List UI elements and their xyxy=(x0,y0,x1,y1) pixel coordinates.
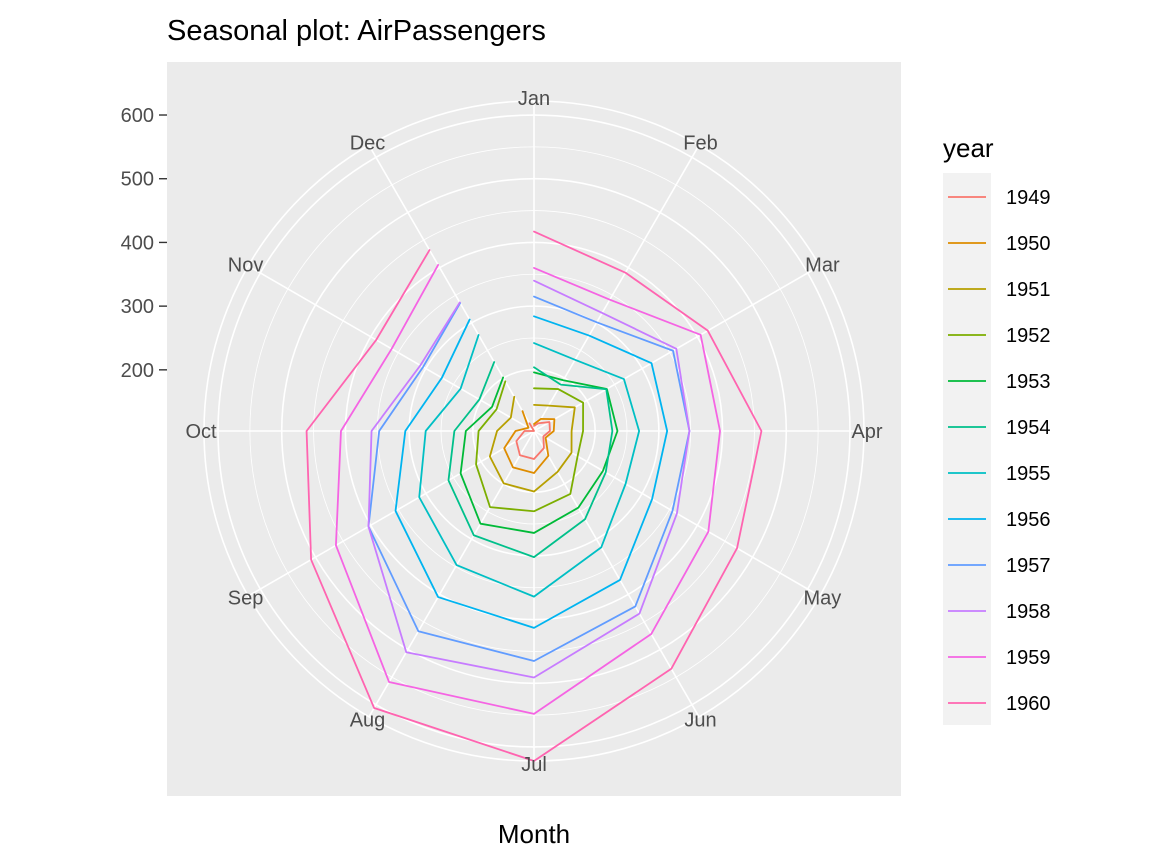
month-label: Feb xyxy=(683,133,717,155)
series-line-1955 xyxy=(418,334,641,598)
series-line-1950 xyxy=(503,410,556,474)
legend-label: 1954 xyxy=(1006,417,1051,439)
legend-label: 1951 xyxy=(1006,279,1051,301)
month-label: Apr xyxy=(851,421,882,443)
month-label: Oct xyxy=(185,421,217,443)
month-label: Nov xyxy=(228,255,264,277)
legend-label: 1957 xyxy=(1006,555,1051,577)
month-label: Jan xyxy=(518,88,550,110)
radial-tick-label: 200 xyxy=(121,360,154,382)
series-line-1949 xyxy=(515,421,551,460)
month-label: May xyxy=(804,588,842,610)
series-line-1957 xyxy=(367,295,691,662)
series-line-1952 xyxy=(475,380,584,513)
legend-title: year xyxy=(943,133,994,163)
month-label: Aug xyxy=(350,709,386,731)
series-line-1953 xyxy=(459,371,619,534)
series-line-1956 xyxy=(394,315,669,629)
grid-spoke-sep xyxy=(247,430,535,597)
series-line-1959 xyxy=(335,264,721,715)
month-label: Jul xyxy=(521,754,547,776)
grid-spoke-dec xyxy=(368,144,535,432)
legend-label: 1959 xyxy=(1006,647,1051,669)
legend-label: 1949 xyxy=(1006,187,1051,209)
chart-title: Seasonal plot: AirPassengers xyxy=(167,15,546,47)
legend-label: 1955 xyxy=(1006,463,1051,485)
x-axis-title: Month xyxy=(498,819,570,849)
legend-label: 1953 xyxy=(1006,371,1051,393)
series-lines xyxy=(305,230,763,762)
series-line-1951 xyxy=(488,395,576,493)
grid-spoke-aug xyxy=(368,430,535,718)
radial-tick-label: 600 xyxy=(121,105,154,127)
radial-tick-label: 300 xyxy=(121,296,154,318)
month-label: Jun xyxy=(684,709,716,731)
series-line-1960 xyxy=(305,230,763,762)
series-line-1958 xyxy=(367,279,691,679)
legend-label: 1960 xyxy=(1006,693,1051,715)
radial-tick-label: 400 xyxy=(121,232,154,254)
month-label: Sep xyxy=(228,588,264,610)
legend-label: 1950 xyxy=(1006,233,1051,255)
legend-label: 1956 xyxy=(1006,509,1051,531)
month-label: Mar xyxy=(805,255,840,277)
legend-label: 1958 xyxy=(1006,601,1051,623)
legend-key-background xyxy=(943,173,991,725)
month-label: Dec xyxy=(350,133,386,155)
radial-tick-label: 500 xyxy=(121,169,154,191)
legend-label: 1952 xyxy=(1006,325,1051,347)
month-labels: Jan Feb Mar Apr May Jun Jul Aug Sep Oct Nov Dec xyxy=(185,88,882,776)
series-line-1954 xyxy=(447,361,614,559)
grid-spoke-feb xyxy=(533,144,700,432)
legend: year 1949 1950 1951 1952 1953 1954 1955 1956 195… xyxy=(943,133,1051,725)
radial-axis: 200 300 400 500 600 xyxy=(121,105,167,382)
